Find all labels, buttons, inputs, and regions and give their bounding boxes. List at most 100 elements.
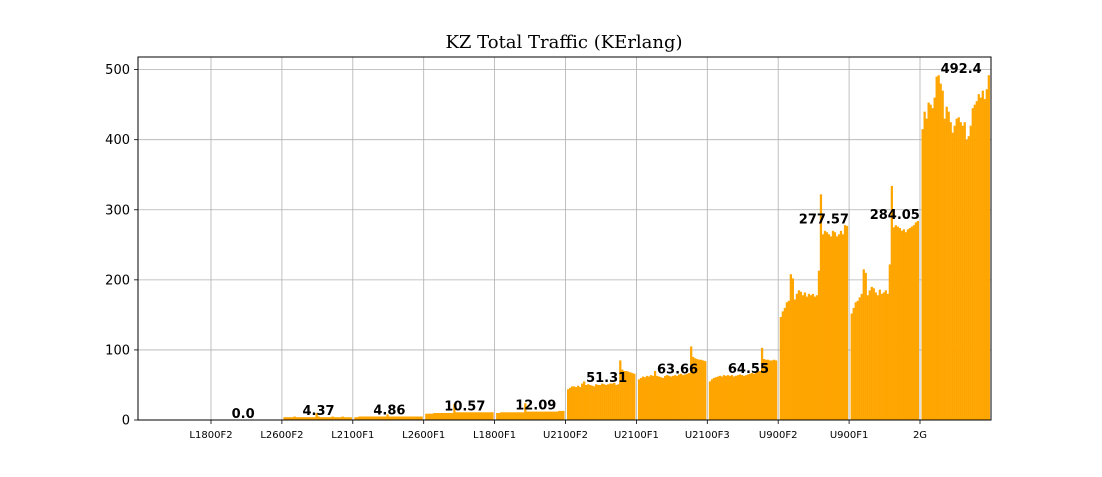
bar [619, 360, 622, 420]
bar [319, 417, 322, 420]
bar [585, 384, 588, 420]
bar [384, 416, 387, 420]
bar [933, 97, 936, 421]
bar [809, 295, 813, 420]
bar [678, 374, 681, 420]
bar [738, 374, 742, 420]
bar [815, 295, 819, 420]
bar [781, 311, 784, 420]
bar [799, 291, 803, 420]
bar [368, 416, 371, 420]
bar [433, 412, 436, 420]
bar [971, 108, 974, 420]
bar [929, 104, 932, 420]
bar [404, 416, 407, 420]
bar [607, 384, 610, 420]
x-tick-label: L2600F1 [402, 430, 445, 441]
bar [522, 412, 525, 420]
bar [872, 288, 875, 420]
bar [528, 411, 531, 420]
bar [985, 89, 988, 420]
bar [595, 384, 598, 420]
bar [967, 136, 970, 420]
bar [463, 412, 466, 420]
bar [979, 97, 982, 421]
bar [710, 379, 714, 420]
bar [520, 412, 523, 420]
bar [637, 379, 641, 420]
bar [672, 375, 675, 420]
x-tick-label: U2100F3 [685, 430, 730, 441]
bar [562, 410, 565, 420]
bar [329, 417, 332, 420]
bar [534, 411, 537, 420]
bar [716, 376, 720, 420]
bar [386, 414, 389, 420]
bar [728, 375, 732, 420]
bar [506, 412, 509, 420]
bar [894, 225, 897, 420]
y-tick-label: 300 [105, 203, 130, 218]
bar [526, 411, 529, 420]
bar [866, 295, 869, 420]
bar [722, 375, 726, 420]
bar [655, 375, 659, 420]
bar [609, 383, 612, 420]
bar [669, 376, 673, 420]
bar [921, 129, 924, 420]
bar [892, 227, 895, 420]
bar [473, 412, 476, 420]
bar [746, 374, 750, 420]
data-label: 284.05 [870, 208, 920, 223]
bar [925, 118, 928, 420]
bar [886, 293, 889, 420]
bar [376, 416, 379, 420]
bar [339, 417, 342, 420]
bar [856, 300, 859, 420]
bar [508, 412, 511, 420]
y-tick-label: 0 [122, 414, 130, 429]
bar [884, 290, 887, 420]
bar [558, 410, 561, 420]
bar [481, 412, 484, 420]
bar [935, 76, 938, 421]
bar [821, 234, 825, 420]
bar [908, 227, 912, 420]
bar [514, 412, 517, 420]
bar [878, 289, 881, 420]
bar [289, 417, 292, 420]
bar [845, 225, 849, 420]
bar [307, 417, 310, 420]
bar [285, 417, 288, 420]
bar [975, 101, 978, 420]
bar [491, 412, 494, 420]
bar [406, 416, 409, 420]
bar [779, 316, 782, 420]
data-label: 4.37 [302, 404, 334, 419]
bar [475, 412, 478, 420]
bar [801, 295, 805, 420]
x-tick-label: U2100F1 [614, 430, 659, 441]
bar [718, 375, 722, 420]
bar [744, 375, 748, 420]
bar [394, 416, 397, 420]
bar [868, 290, 871, 420]
bar [791, 278, 794, 420]
bar [734, 375, 738, 420]
bar [540, 411, 543, 420]
bar [354, 417, 357, 420]
bar [577, 385, 580, 420]
bar [613, 382, 616, 420]
bar [392, 416, 395, 420]
bar [451, 412, 454, 420]
bar [730, 375, 734, 420]
bar [567, 389, 570, 420]
bar [311, 417, 314, 420]
bar [835, 236, 839, 420]
y-tick-label: 200 [105, 273, 130, 288]
data-labels: 0.0 4.37 4.86 10.57 12.09 51.31 63.66 64.55 277.… [232, 62, 982, 422]
bar [283, 417, 286, 420]
axis-ticks: 0 100 200 300 400 500 L1800F2 L2600F2 L2100F1 L26… [105, 63, 927, 441]
bar [923, 111, 926, 421]
bar [611, 383, 614, 420]
